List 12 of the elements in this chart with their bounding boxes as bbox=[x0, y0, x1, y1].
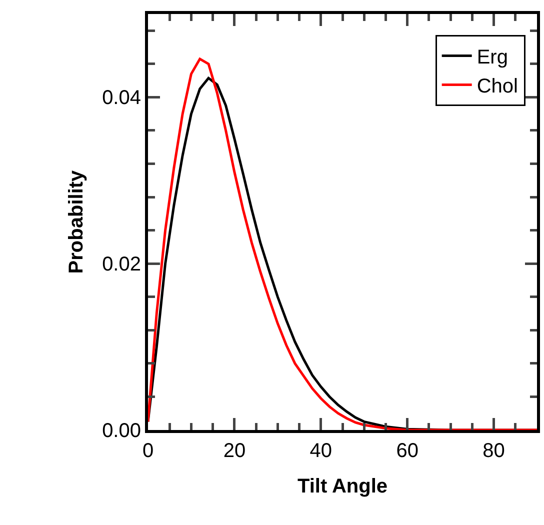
y-tick-label: 0.04 bbox=[102, 87, 141, 110]
x-tick-label: 80 bbox=[482, 440, 505, 462]
x-axis-title: Tilt Angle bbox=[298, 476, 388, 498]
legend-label: Chol bbox=[476, 76, 518, 98]
y-tick-label: 0.00 bbox=[102, 420, 141, 442]
y-tick-label: 0.02 bbox=[102, 254, 141, 276]
x-tick-label: 60 bbox=[396, 440, 418, 462]
legend-label: Erg bbox=[476, 46, 508, 69]
y-axis-title: Probability bbox=[66, 169, 88, 274]
x-tick-label: 20 bbox=[223, 440, 246, 462]
x-tick-label: 40 bbox=[310, 440, 332, 462]
x-tick-label: 0 bbox=[142, 440, 154, 462]
